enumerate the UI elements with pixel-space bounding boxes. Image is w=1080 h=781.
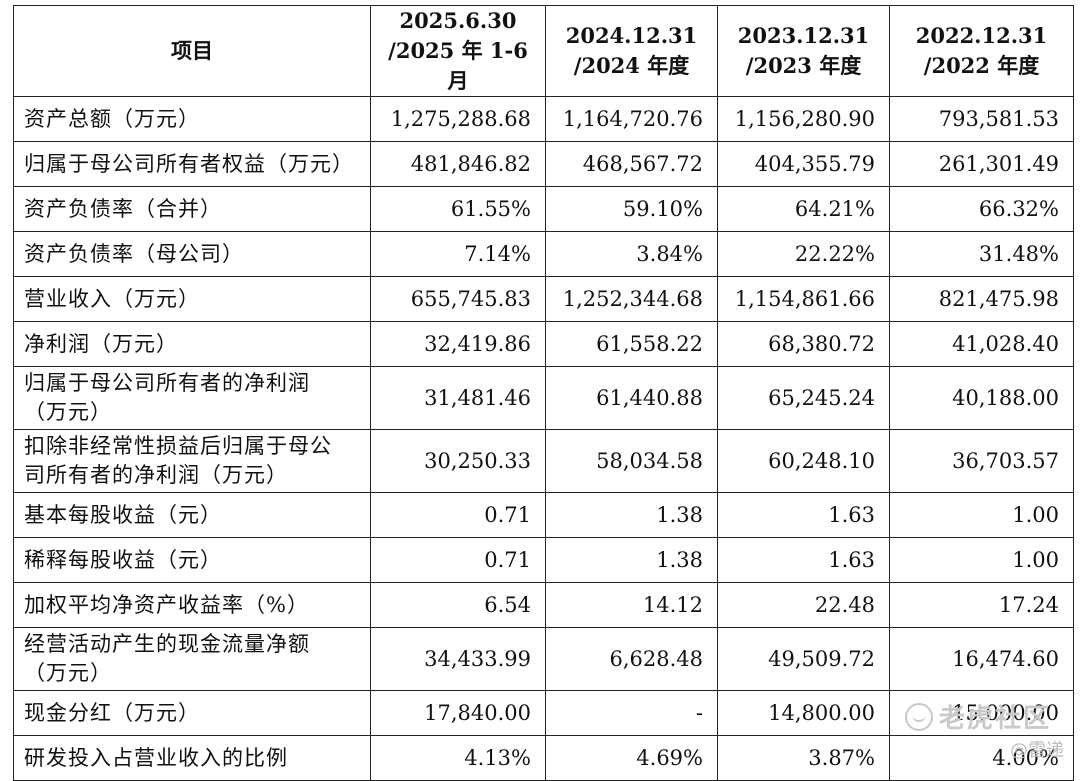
- cell-value: 1.63: [717, 492, 890, 538]
- table-row: 基本每股收益（元） 0.71 1.38 1.63 1.00: [13, 492, 1074, 538]
- cell-value: 793,581.53: [889, 96, 1074, 142]
- cell-value: 40,188.00: [889, 366, 1074, 430]
- cell-value: 59.10%: [545, 186, 718, 232]
- row-label: 稀释每股收益（元）: [13, 537, 371, 583]
- cell-value: 14,800.00: [717, 690, 890, 736]
- cell-value: 6,628.48: [545, 627, 718, 691]
- cell-value: 61.55%: [370, 186, 546, 232]
- row-label: 资产负债率（母公司）: [13, 231, 371, 277]
- table-row: 研发投入占营业收入的比例 4.13% 4.69% 3.87% 4.00%: [13, 735, 1074, 781]
- cell-value: -: [545, 690, 718, 736]
- cell-value: 65,245.24: [717, 366, 890, 430]
- table-row: 营业收入（万元） 655,745.83 1,252,344.68 1,154,8…: [13, 276, 1074, 322]
- row-label: 经营活动产生的现金流量净额 （万元）: [13, 627, 371, 691]
- table-row: 净利润（万元） 32,419.86 61,558.22 68,380.72 41…: [13, 321, 1074, 367]
- table-row: 资产总额（万元） 1,275,288.68 1,164,720.76 1,156…: [13, 96, 1074, 142]
- table-row: 资产负债率（母公司） 7.14% 3.84% 22.22% 31.48%: [13, 231, 1074, 277]
- cell-value: 30,250.33: [370, 429, 546, 493]
- cell-value: 36,703.57: [889, 429, 1074, 493]
- row-label: 归属于母公司所有者权益（万元）: [13, 141, 371, 187]
- row-label: 基本每股收益（元）: [13, 492, 371, 538]
- cell-value: 1,275,288.68: [370, 96, 546, 142]
- cell-value: 821,475.98: [889, 276, 1074, 322]
- cell-value: 41,028.40: [889, 321, 1074, 367]
- table-row: 稀释每股收益（元） 0.71 1.38 1.63 1.00: [13, 537, 1074, 583]
- cell-value: 22.22%: [717, 231, 890, 277]
- cell-value: 655,745.83: [370, 276, 546, 322]
- row-label: 现金分红（万元）: [13, 690, 371, 736]
- cell-value: 16,474.60: [889, 627, 1074, 691]
- cell-value: 31,481.46: [370, 366, 546, 430]
- cell-value: 34,433.99: [370, 627, 546, 691]
- cell-value: 1.00: [889, 492, 1074, 538]
- cell-value: 1,156,280.90: [717, 96, 890, 142]
- row-label: 加权平均净资产收益率（%）: [13, 582, 371, 628]
- header-2025h1: 2025.6.30/2025 年 1-6 月: [370, 5, 546, 97]
- financial-summary-table: 项目 2025.6.30/2025 年 1-6 月 2024.12.31/202…: [13, 5, 1074, 781]
- cell-value: 1.38: [545, 537, 718, 583]
- cell-value: 0.71: [370, 492, 546, 538]
- cell-value: 32,419.86: [370, 321, 546, 367]
- row-label: 资产负债率（合并）: [13, 186, 371, 232]
- cell-value: 3.87%: [717, 735, 890, 781]
- cell-value: 1.38: [545, 492, 718, 538]
- cell-value: 22.48: [717, 582, 890, 628]
- header-2022: 2022.12.31/2022 年度: [889, 5, 1074, 97]
- cell-value: 60,248.10: [717, 429, 890, 493]
- header-item: 项目: [13, 5, 371, 97]
- cell-value: 17,840.00: [370, 690, 546, 736]
- table-header-row: 项目 2025.6.30/2025 年 1-6 月 2024.12.31/202…: [13, 5, 1074, 97]
- table-row: 加权平均净资产收益率（%） 6.54 14.12 22.48 17.24: [13, 582, 1074, 628]
- cell-value: 7.14%: [370, 231, 546, 277]
- row-label: 资产总额（万元）: [13, 96, 371, 142]
- cell-value: 68,380.72: [717, 321, 890, 367]
- cell-value: 1,252,344.68: [545, 276, 718, 322]
- row-label: 净利润（万元）: [13, 321, 371, 367]
- table-row: 扣除非经常性损益后归属于母公 司所有者的净利润（万元） 30,250.33 58,…: [13, 429, 1074, 493]
- header-2024: 2024.12.31/2024 年度: [545, 5, 718, 97]
- cell-value: 58,034.58: [545, 429, 718, 493]
- table-row: 归属于母公司所有者权益（万元） 481,846.82 468,567.72 40…: [13, 141, 1074, 187]
- cell-value: 61,558.22: [545, 321, 718, 367]
- cell-value: 261,301.49: [889, 141, 1074, 187]
- table-row: 经营活动产生的现金流量净额 （万元） 34,433.99 6,628.48 49,…: [13, 627, 1074, 691]
- cell-value: 404,355.79: [717, 141, 890, 187]
- cell-value: 4.69%: [545, 735, 718, 781]
- cell-value: 14.12: [545, 582, 718, 628]
- cell-value: 1,154,861.66: [717, 276, 890, 322]
- cell-value: 61,440.88: [545, 366, 718, 430]
- cell-value: 1,164,720.76: [545, 96, 718, 142]
- cell-value: 64.21%: [717, 186, 890, 232]
- cell-value: 4.00%: [889, 735, 1074, 781]
- row-label: 研发投入占营业收入的比例: [13, 735, 371, 781]
- cell-value: 66.32%: [889, 186, 1074, 232]
- header-2023: 2023.12.31/2023 年度: [717, 5, 890, 97]
- cell-value: 3.84%: [545, 231, 718, 277]
- row-label: 归属于母公司所有者的净利润 （万元）: [13, 366, 371, 430]
- cell-value: 468,567.72: [545, 141, 718, 187]
- cell-value: 1.00: [889, 537, 1074, 583]
- cell-value: 31.48%: [889, 231, 1074, 277]
- cell-value: 1.63: [717, 537, 890, 583]
- table-row: 资产负债率（合并） 61.55% 59.10% 64.21% 66.32%: [13, 186, 1074, 232]
- row-label: 营业收入（万元）: [13, 276, 371, 322]
- table-row: 归属于母公司所有者的净利润 （万元） 31,481.46 61,440.88 65…: [13, 366, 1074, 430]
- cell-value: 0.71: [370, 537, 546, 583]
- cell-value: 15,000.00: [889, 690, 1074, 736]
- table-row: 现金分红（万元） 17,840.00 - 14,800.00 15,000.00: [13, 690, 1074, 736]
- cell-value: 49,509.72: [717, 627, 890, 691]
- row-label: 扣除非经常性损益后归属于母公 司所有者的净利润（万元）: [13, 429, 371, 493]
- cell-value: 6.54: [370, 582, 546, 628]
- cell-value: 481,846.82: [370, 141, 546, 187]
- cell-value: 4.13%: [370, 735, 546, 781]
- cell-value: 17.24: [889, 582, 1074, 628]
